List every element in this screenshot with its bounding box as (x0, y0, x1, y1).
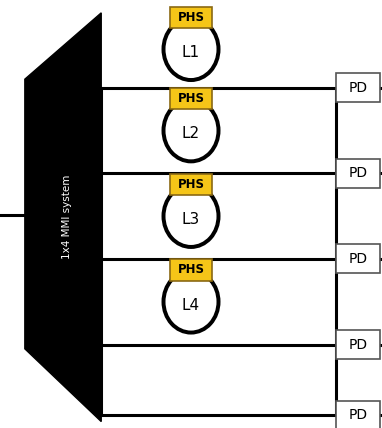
Circle shape (163, 271, 219, 333)
Text: 1x4 MMI system: 1x4 MMI system (62, 175, 72, 259)
Text: L2: L2 (182, 126, 200, 142)
Text: L3: L3 (182, 212, 200, 227)
Text: PHS: PHS (178, 178, 204, 191)
FancyBboxPatch shape (170, 174, 212, 195)
Text: PD: PD (348, 81, 368, 95)
Text: PD: PD (348, 252, 368, 266)
Text: PHS: PHS (178, 11, 204, 24)
FancyBboxPatch shape (336, 73, 380, 102)
Text: L4: L4 (182, 297, 200, 313)
Circle shape (163, 100, 219, 161)
Polygon shape (25, 13, 101, 422)
Circle shape (163, 185, 219, 247)
Circle shape (163, 18, 219, 80)
FancyBboxPatch shape (170, 259, 212, 281)
Text: L1: L1 (182, 45, 200, 60)
FancyBboxPatch shape (336, 244, 380, 273)
FancyBboxPatch shape (336, 330, 380, 359)
FancyBboxPatch shape (336, 159, 380, 188)
Text: PD: PD (348, 408, 368, 422)
Text: PD: PD (348, 166, 368, 180)
Text: PD: PD (348, 338, 368, 351)
FancyBboxPatch shape (336, 401, 380, 428)
Text: PHS: PHS (178, 263, 204, 276)
FancyBboxPatch shape (170, 6, 212, 28)
FancyBboxPatch shape (170, 88, 212, 110)
Text: PHS: PHS (178, 92, 204, 105)
